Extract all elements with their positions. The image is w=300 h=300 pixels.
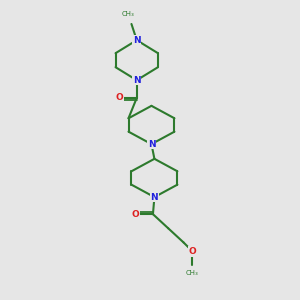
Text: N: N xyxy=(151,193,158,202)
Text: N: N xyxy=(148,140,155,148)
Text: CH₃: CH₃ xyxy=(186,270,199,276)
Text: N: N xyxy=(133,76,141,85)
Text: CH₃: CH₃ xyxy=(122,11,134,17)
Text: O: O xyxy=(115,93,123,102)
Text: O: O xyxy=(131,210,139,219)
Text: O: O xyxy=(188,247,196,256)
Text: N: N xyxy=(133,36,141,45)
